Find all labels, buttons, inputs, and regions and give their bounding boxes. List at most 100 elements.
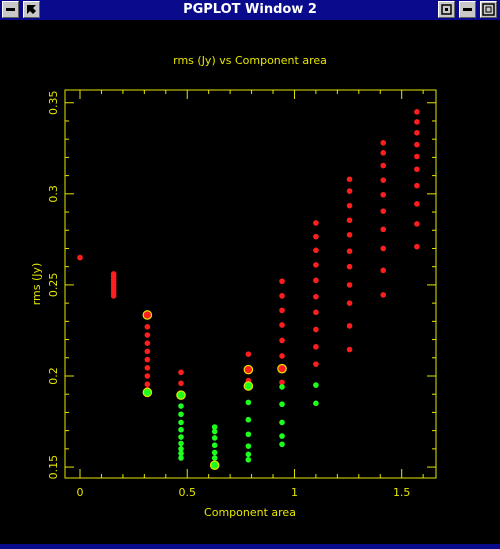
data-point-red [144,373,151,379]
highlighted-point-green [243,381,254,391]
y-axis-label: rms (Jy) [30,263,43,306]
data-point-green [279,441,285,448]
resize-arrow-icon[interactable] [23,1,40,18]
data-point-red [346,217,353,224]
data-point-red [414,109,420,115]
data-point-red [144,356,151,363]
data-point-green [245,451,252,458]
data-point-red [346,323,353,329]
data-point-red [313,233,319,240]
data-point-red [346,202,353,209]
data-point-green [245,443,252,449]
highlighted-point-red [277,363,287,374]
plot-frame [64,89,437,479]
data-point-green [178,411,184,418]
data-point-red [144,324,151,330]
axis-tick-labels: 0 0.5 1 1.5 0.15 0.2 0.25 0.3 0.35 [47,91,410,499]
data-point-red [279,353,285,359]
data-point-green [178,450,184,457]
x-tick-label: 0 [77,486,84,499]
data-point-red [313,293,319,300]
x-axis-label: Component area [204,506,296,519]
y-tick-label: 0.35 [47,91,60,116]
data-point-red [380,208,387,214]
data-point-red [380,162,387,169]
data-point-green [279,433,285,439]
title-bar[interactable]: PGPLOT Window 2 [0,0,500,20]
data-point-red [178,380,184,387]
iconify-icon[interactable] [438,1,455,18]
menu-icon[interactable] [2,1,19,18]
data-point-red [346,248,353,255]
data-point-red [313,309,319,316]
data-point-red [110,293,117,299]
data-point-green [211,449,218,456]
highlighted-point-green [209,460,220,471]
window-title: PGPLOT Window 2 [183,2,317,17]
data-point-red [346,232,353,238]
data-point-red [380,245,387,252]
maximize-icon[interactable] [480,1,497,18]
y-tick-label: 0.15 [47,455,60,480]
data-point-green [178,426,184,433]
data-point-red [77,254,83,261]
data-point-red [414,243,420,250]
minimize-icon[interactable] [459,1,476,18]
data-point-red [313,277,319,284]
data-point-green [211,455,218,461]
data-point-red [346,346,353,353]
data-point-red [346,282,353,288]
data-point-red [313,220,319,226]
data-point-red [414,153,420,160]
data-point-red [346,176,353,183]
data-point-red [380,191,387,198]
data-point-red [279,307,285,314]
data-point-red [279,293,285,299]
data-point-red [313,247,319,254]
data-point-red [380,226,387,233]
data-point-red [178,369,184,376]
data-point-green [313,382,319,388]
data-point-red [414,182,420,189]
data-points [77,109,420,471]
data-point-red [144,340,151,347]
data-point-green [178,455,184,461]
highlighted-point-red [243,364,254,375]
data-point-red [144,381,151,387]
data-point-green [245,456,252,463]
data-point-red [380,292,387,298]
data-point-green [178,440,184,447]
data-point-red [414,201,420,207]
y-tick-label: 0.2 [47,367,60,385]
data-point-red [279,379,285,386]
scatter-chart: rms (Jy) vs Component area 0 0.5 1 1.50.150… [30,54,437,519]
data-point-red [245,351,252,357]
data-point-red [414,221,420,227]
highlighted-point-green [142,387,153,398]
data-point-green [178,434,184,440]
data-point-green [178,446,184,452]
data-point-red [346,300,353,306]
data-point-red [144,364,151,371]
highlighted-point-green [176,390,186,400]
data-point-red [279,322,285,328]
data-point-green [211,424,218,430]
bottom-border [0,544,500,549]
data-point-red [380,140,387,146]
data-point-red [313,361,319,367]
data-point-green [178,403,184,409]
data-point-red [279,337,285,344]
chart-title: rms (Jy) vs Component area [173,54,327,67]
data-point-green [245,431,252,438]
data-point-green [279,419,285,426]
data-point-red [414,141,420,148]
data-point-red [144,348,151,355]
y-tick-label: 0.25 [47,273,60,298]
data-point-green [279,401,285,408]
data-point-green [245,416,252,423]
x-tick-label: 1.5 [393,486,411,499]
x-tick-label: 0.5 [178,486,196,499]
data-point-red [380,150,387,156]
data-point-green [313,400,319,407]
